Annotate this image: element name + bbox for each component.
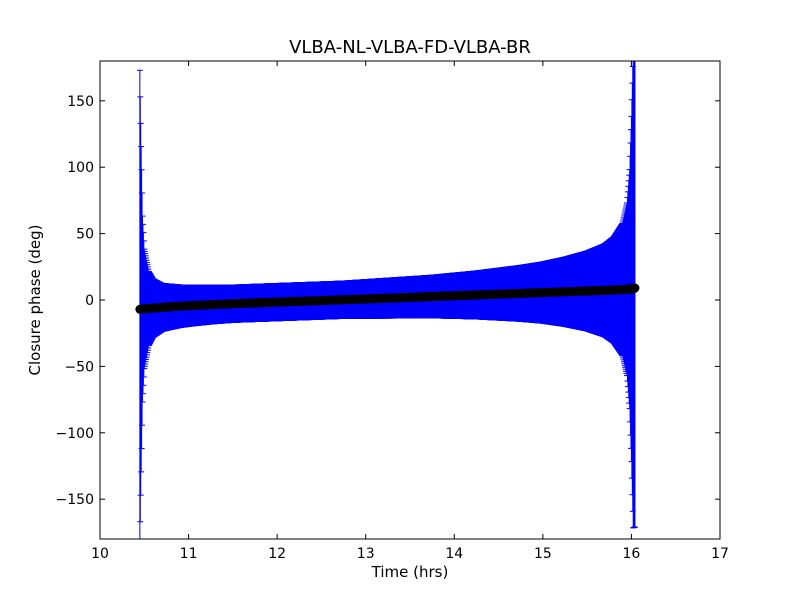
x-axis-label: Time (hrs)	[371, 563, 449, 581]
x-tick-label: 10	[91, 546, 109, 562]
y-axis-label: Closure phase (deg)	[26, 225, 44, 376]
y-tick-label: 50	[76, 227, 94, 243]
data-point	[630, 283, 640, 293]
x-tick-label: 17	[711, 546, 729, 562]
x-tick-label: 13	[357, 546, 375, 562]
x-tick-label: 11	[180, 546, 198, 562]
y-tick-label: −50	[64, 359, 94, 375]
x-tick-label: 16	[623, 546, 641, 562]
y-tick-label: 150	[67, 94, 94, 110]
x-tick-label: 15	[534, 546, 552, 562]
y-tick-label: 100	[67, 160, 94, 176]
x-tick-label: 14	[445, 546, 463, 562]
y-tick-label: −100	[56, 426, 94, 442]
y-axis-ticks: −150 −100 −50 0 50 100 150	[56, 94, 720, 508]
data-points	[135, 283, 640, 314]
chart-title: VLBA-NL-VLBA-FD-VLBA-BR	[289, 37, 531, 58]
y-tick-label: −150	[56, 492, 94, 508]
x-axis-ticks: 10 11 12 13 14 15 16 17	[91, 61, 729, 562]
y-tick-label: 0	[85, 293, 94, 309]
x-tick-label: 12	[268, 546, 286, 562]
plot-area	[99, 60, 721, 540]
